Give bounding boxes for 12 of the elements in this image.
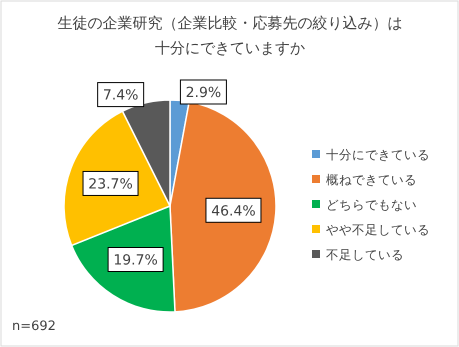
chart-title: 生徒の企業研究（企業比較・応募先の絞り込み）は十分にできていますか: [58, 14, 402, 57]
data-label: 23.7%: [88, 176, 133, 192]
data-label: 2.9%: [186, 84, 222, 101]
text: n=692: [12, 319, 56, 334]
legend-label: やや不足している: [326, 222, 430, 237]
data-label: 7.4%: [102, 88, 138, 104]
legend-label: どちらでもない: [326, 197, 417, 212]
data-label: 46.4%: [211, 203, 256, 220]
data-label: 19.7%: [113, 252, 158, 269]
legend-label: 不足している: [326, 247, 404, 262]
legend-label: 概ねできている: [326, 172, 417, 187]
legend-label: 十分にできている: [326, 147, 430, 162]
